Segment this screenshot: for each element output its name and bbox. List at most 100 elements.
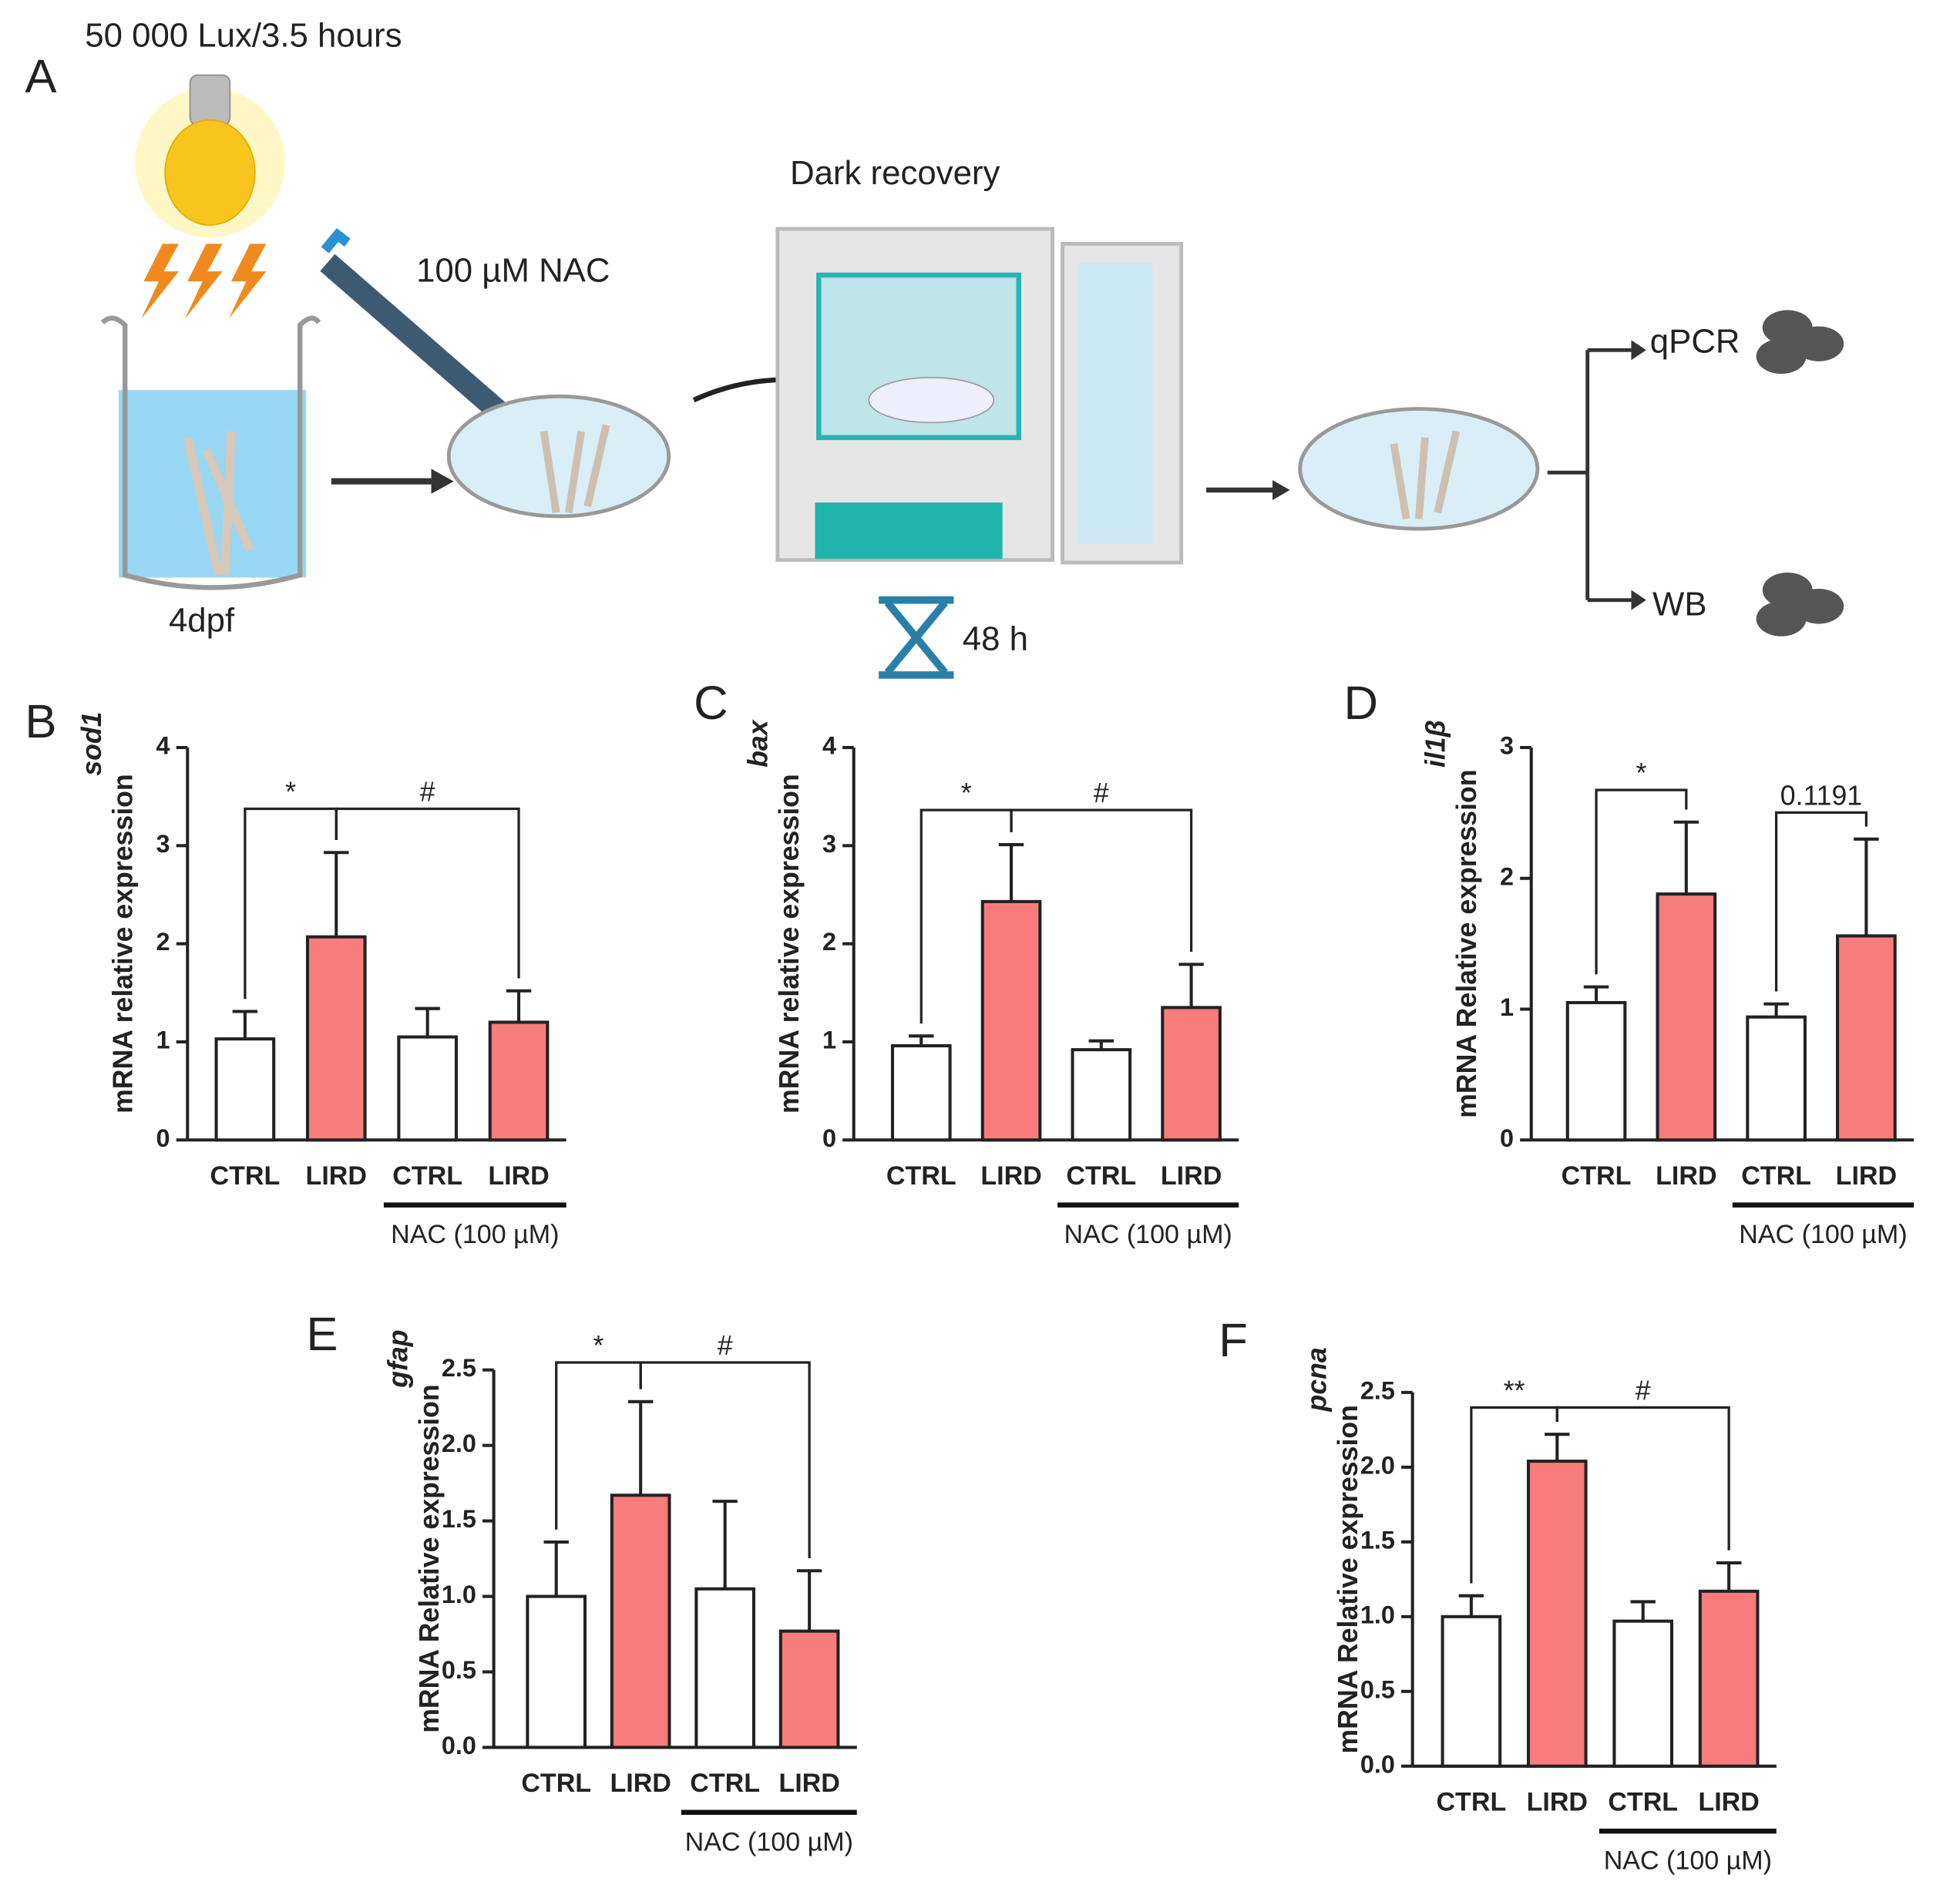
error-bar — [1630, 1600, 1656, 1621]
y-tick-label: 0.5 — [1360, 1675, 1395, 1703]
bracket — [335, 807, 520, 979]
y-axis-label: mRNA Relative expression — [1451, 769, 1482, 1117]
larvae — [540, 424, 610, 513]
error-bar — [506, 989, 532, 1023]
x-tick-label: CTRL — [1562, 1161, 1632, 1191]
dish — [1298, 407, 1540, 531]
y-axis-gene: sod1 — [76, 712, 107, 776]
x-tick-label: CTRL — [392, 1161, 462, 1191]
error-bar — [543, 1540, 569, 1597]
bar — [214, 1037, 276, 1142]
x-tick-label: LIRD — [1161, 1161, 1222, 1191]
y-tick-label: 2.0 — [442, 1430, 476, 1457]
bracket — [1010, 808, 1193, 953]
y-tick-label: 1 — [156, 1026, 170, 1054]
bar — [526, 1594, 587, 1749]
recovery-label: Dark recovery — [790, 154, 1000, 192]
lightning — [141, 244, 267, 319]
x-tick-label: CTRL — [521, 1769, 591, 1798]
bar — [1656, 892, 1717, 1142]
y-tick-label: 0 — [156, 1124, 170, 1152]
annotation: * — [593, 1330, 603, 1361]
arrow-head — [1631, 340, 1646, 610]
error-bar — [1716, 1561, 1742, 1591]
error-bar — [1545, 1433, 1570, 1462]
x-tick-label: LIRD — [980, 1161, 1041, 1191]
error-bar — [1854, 837, 1879, 936]
y-tick-label: 2.5 — [1360, 1376, 1395, 1404]
larvae — [1390, 430, 1461, 520]
y-tick-label: 0.5 — [442, 1656, 476, 1684]
y-tick-label: 2 — [1500, 862, 1514, 890]
bulb — [164, 119, 256, 226]
x-tick-label: LIRD — [306, 1161, 367, 1191]
cells — [1756, 310, 1844, 637]
panel-label: B — [25, 695, 56, 748]
bar — [1441, 1614, 1502, 1768]
x-tick-label: LIRD — [1656, 1161, 1716, 1191]
panel-label: C — [694, 677, 728, 730]
error-bar — [232, 1010, 258, 1040]
bar — [488, 1020, 550, 1142]
branch — [1547, 348, 1632, 603]
y-tick-label: 1 — [822, 1026, 836, 1054]
x-tick-label: LIRD — [488, 1161, 549, 1191]
bulb-base — [189, 74, 231, 126]
error-bar — [1673, 820, 1699, 895]
error-bar — [712, 1500, 738, 1589]
y-tick-label: 2 — [822, 928, 836, 956]
y-axis-label: mRNA Relative expression — [414, 1384, 445, 1732]
output-label: WB — [1652, 585, 1707, 623]
bar — [1746, 1015, 1807, 1142]
arrow-head — [1272, 479, 1290, 500]
error-bar — [1763, 1002, 1789, 1017]
y-tick-label: 4 — [156, 732, 170, 760]
y-axis-gene: bax — [742, 718, 773, 768]
y-tick-label: 0 — [1500, 1124, 1514, 1152]
y-axis-gene: pcna — [1301, 1347, 1332, 1412]
x-tick-label: LIRD — [1527, 1787, 1588, 1816]
arrow-head — [431, 469, 454, 494]
bar — [610, 1493, 671, 1749]
bracket — [1774, 811, 1868, 992]
x-tick-label: CTRL — [1741, 1161, 1811, 1191]
x-tick-label: LIRD — [1698, 1787, 1759, 1816]
x-tick-label: LIRD — [610, 1769, 671, 1798]
error-bar — [1088, 1039, 1114, 1050]
larvae — [183, 431, 254, 576]
group-label: NAC (100 µM) — [1739, 1220, 1907, 1249]
group-label: NAC (100 µM) — [1064, 1220, 1232, 1249]
bracket — [1555, 1406, 1730, 1551]
annotation: * — [961, 778, 972, 808]
error-bar — [998, 843, 1024, 902]
bar — [1526, 1460, 1588, 1768]
bar — [1161, 1006, 1222, 1142]
y-tick-label: 0.0 — [1360, 1750, 1395, 1778]
y-axis-label: mRNA relative expression — [108, 774, 139, 1114]
group-label: NAC (100 µM) — [1604, 1846, 1772, 1876]
error-bar — [909, 1034, 934, 1047]
panel-label: D — [1343, 677, 1378, 730]
treatment-label: 100 µM NAC — [416, 251, 610, 289]
error-bar — [324, 851, 349, 937]
annotation: * — [1636, 758, 1646, 788]
pipette — [320, 254, 508, 422]
y-axis-gene: il1β — [1420, 720, 1451, 768]
annotation: # — [1636, 1375, 1651, 1406]
bar — [305, 935, 367, 1142]
bar — [397, 1035, 458, 1142]
error-bar — [796, 1569, 822, 1631]
annotation: # — [1094, 778, 1109, 808]
y-tick-label: 4 — [822, 732, 836, 760]
x-tick-label: CTRL — [886, 1161, 956, 1191]
panel-label: F — [1219, 1314, 1248, 1367]
group-label: NAC (100 µM) — [391, 1220, 559, 1249]
panel — [815, 502, 1003, 559]
duration-label: 48 h — [963, 620, 1028, 658]
x-tick-label: CTRL — [210, 1161, 280, 1191]
error-bar — [1583, 985, 1609, 1003]
annotation: * — [285, 776, 296, 807]
x-tick-label: LIRD — [778, 1769, 839, 1798]
bar — [694, 1587, 755, 1749]
